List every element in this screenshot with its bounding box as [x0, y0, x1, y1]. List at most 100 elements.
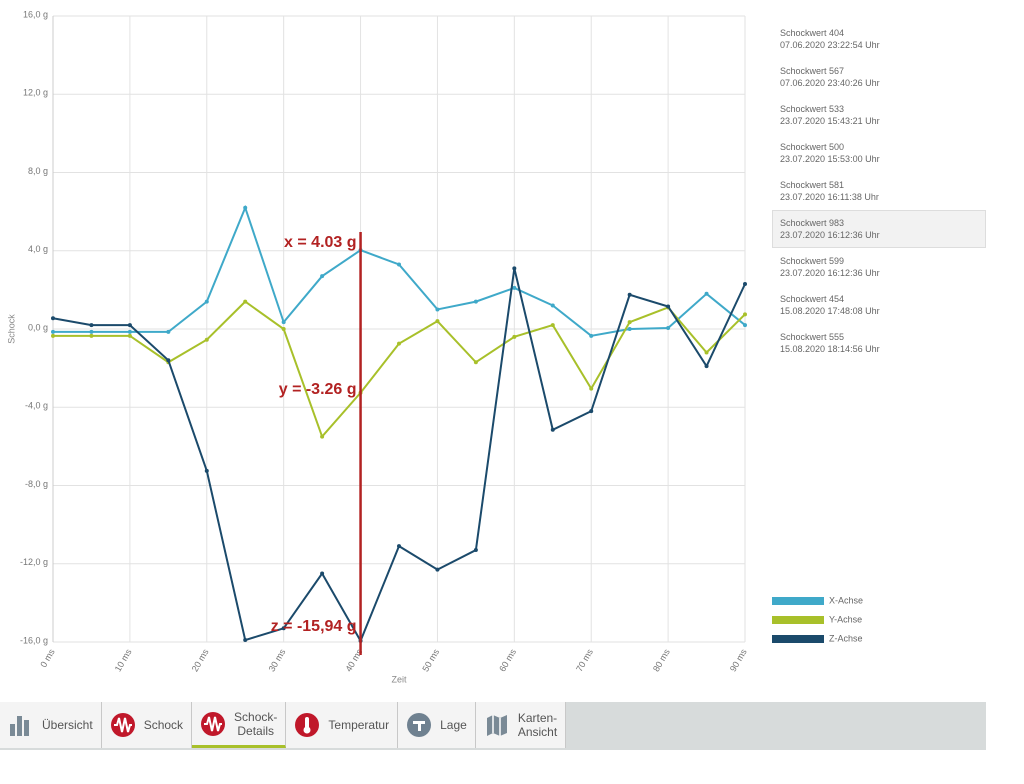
shock-time: 15.08.2020 18:14:56 Uhr — [780, 344, 880, 354]
tab-icon — [110, 713, 135, 737]
shock-title: Schockwert 599 — [780, 256, 845, 266]
tab-label: Übersicht — [42, 718, 93, 732]
tab-label-line: Schock — [143, 718, 184, 732]
tab-label: Schock — [144, 718, 183, 732]
tab[interactable]: Karten- Ansicht — [475, 702, 567, 748]
annotation: y = -3.26 g — [279, 381, 357, 398]
x-axis-title: Zeit — [391, 674, 407, 684]
data-point — [473, 360, 478, 365]
shock-item[interactable]: Schockwert 599 23.07.2020 16:12:36 Uhr — [772, 248, 986, 286]
data-point — [51, 329, 55, 334]
series-line — [53, 300, 746, 439]
legend-swatch — [772, 616, 824, 624]
tab-icon — [295, 713, 320, 737]
data-point — [166, 358, 171, 363]
tab[interactable]: Lage — [398, 702, 476, 748]
chart: Schock Zeit -16,0 g -12,0 g -8,0 g -4,0 g 0,… — [6, 9, 863, 684]
legend-label: X-Achse — [829, 595, 863, 605]
series-line — [52, 268, 746, 644]
data-point — [743, 323, 747, 328]
data-point — [281, 327, 286, 331]
shock-item[interactable]: Schockwert 567 07.06.2020 23:40:26 Uhr — [772, 58, 986, 96]
tab-label: Lage — [440, 718, 467, 732]
shock-item[interactable]: Schockwert 454 15.08.2020 17:48:08 Uhr — [772, 286, 986, 324]
tab-label: Temperatur — [328, 718, 389, 732]
shock-item[interactable]: Schockwert 500 23.07.2020 15:53:00 Uhr — [772, 134, 986, 172]
data-point — [512, 334, 517, 339]
data-point — [550, 323, 555, 328]
shock-time: 23.07.2020 15:43:21 Uhr — [780, 116, 880, 126]
annotation: x = 4.03 g — [284, 234, 357, 251]
shock-item[interactable]: Schockwert 533 23.07.2020 15:43:21 Uhr — [772, 96, 986, 134]
y-tick-label: -16,0 g — [20, 635, 48, 645]
data-point — [166, 329, 171, 334]
data-point — [704, 350, 709, 355]
tab[interactable]: Übersicht — [0, 702, 102, 748]
data-point — [243, 299, 248, 304]
data-point — [243, 205, 248, 210]
tab-icon — [10, 716, 29, 736]
shock-title: Schockwert 533 — [780, 104, 845, 114]
data-point — [666, 304, 671, 309]
data-point — [512, 285, 517, 290]
x-tick-label: 0 ms — [38, 647, 57, 669]
tab-label-line: Übersicht — [42, 718, 93, 732]
legend-label: Y-Achse — [829, 614, 862, 624]
shock-time: 15.08.2020 17:48:08 Uhr — [780, 306, 880, 316]
data-point — [550, 303, 555, 308]
x-tick-label: 10 ms — [113, 647, 134, 674]
data-point — [127, 333, 132, 338]
data-point — [397, 341, 401, 346]
data-point — [397, 544, 401, 549]
shock-time: 23.07.2020 16:12:36 Uhr — [780, 268, 880, 278]
tab[interactable]: Temperatur — [286, 702, 399, 748]
tab-icon — [486, 715, 507, 736]
shock-item[interactable]: Schockwert 983 23.07.2020 16:12:36 Uhr — [772, 210, 986, 248]
x-tick-label: 30 ms — [267, 647, 288, 674]
shock-title: Schockwert 555 — [780, 332, 845, 342]
y-tick-label: 8,0 g — [28, 166, 48, 176]
data-point — [281, 626, 286, 631]
tab-label-line: Lage — [440, 718, 467, 732]
data-point — [589, 386, 594, 391]
data-point — [320, 434, 325, 439]
x-tick-label: 60 ms — [497, 647, 518, 674]
data-point — [320, 274, 325, 279]
tab-label-line: Details — [237, 723, 275, 738]
tab[interactable]: Schock — [101, 702, 193, 748]
data-point — [89, 333, 94, 338]
shock-item[interactable]: Schockwert 581 23.07.2020 16:11:38 Uhr — [772, 172, 986, 210]
data-point — [743, 282, 747, 287]
shock-title: Schockwert 454 — [780, 294, 845, 304]
data-point — [204, 299, 209, 304]
y-tick-label: -4,0 g — [25, 401, 48, 411]
data-point — [589, 409, 594, 414]
x-tick-label: 90 ms — [728, 647, 749, 674]
y-tick-label: 4,0 g — [28, 244, 48, 254]
tab[interactable]: Schock- Details — [192, 702, 287, 748]
shock-title: Schockwert 581 — [780, 180, 845, 190]
data-point — [435, 567, 440, 572]
data-point — [704, 364, 709, 369]
shock-item[interactable]: Schockwert 555 15.08.2020 18:14:56 Uhr — [772, 324, 986, 362]
legend-swatch — [772, 597, 824, 605]
legend-swatch — [772, 635, 824, 643]
data-point — [397, 262, 401, 267]
data-point — [589, 333, 594, 338]
data-point — [51, 333, 55, 338]
data-point — [627, 292, 632, 297]
tab-label: Karten- Ansicht — [518, 711, 557, 739]
x-tick-label: 80 ms — [651, 647, 672, 674]
shock-time: 23.07.2020 16:11:38 Uhr — [780, 192, 879, 202]
annotation: z = -15,94 g — [271, 618, 357, 635]
data-point — [704, 291, 709, 296]
shock-title: Schockwert 404 — [780, 28, 845, 38]
data-point — [127, 323, 132, 328]
shock-time: 07.06.2020 23:22:54 Uhr — [780, 40, 880, 50]
tab-label-line: Ansicht — [517, 725, 558, 739]
data-point — [627, 320, 632, 325]
data-point — [666, 326, 671, 331]
y-axis-title: Schock — [6, 314, 16, 344]
shock-item[interactable]: Schockwert 404 07.06.2020 23:22:54 Uhr — [772, 20, 986, 58]
